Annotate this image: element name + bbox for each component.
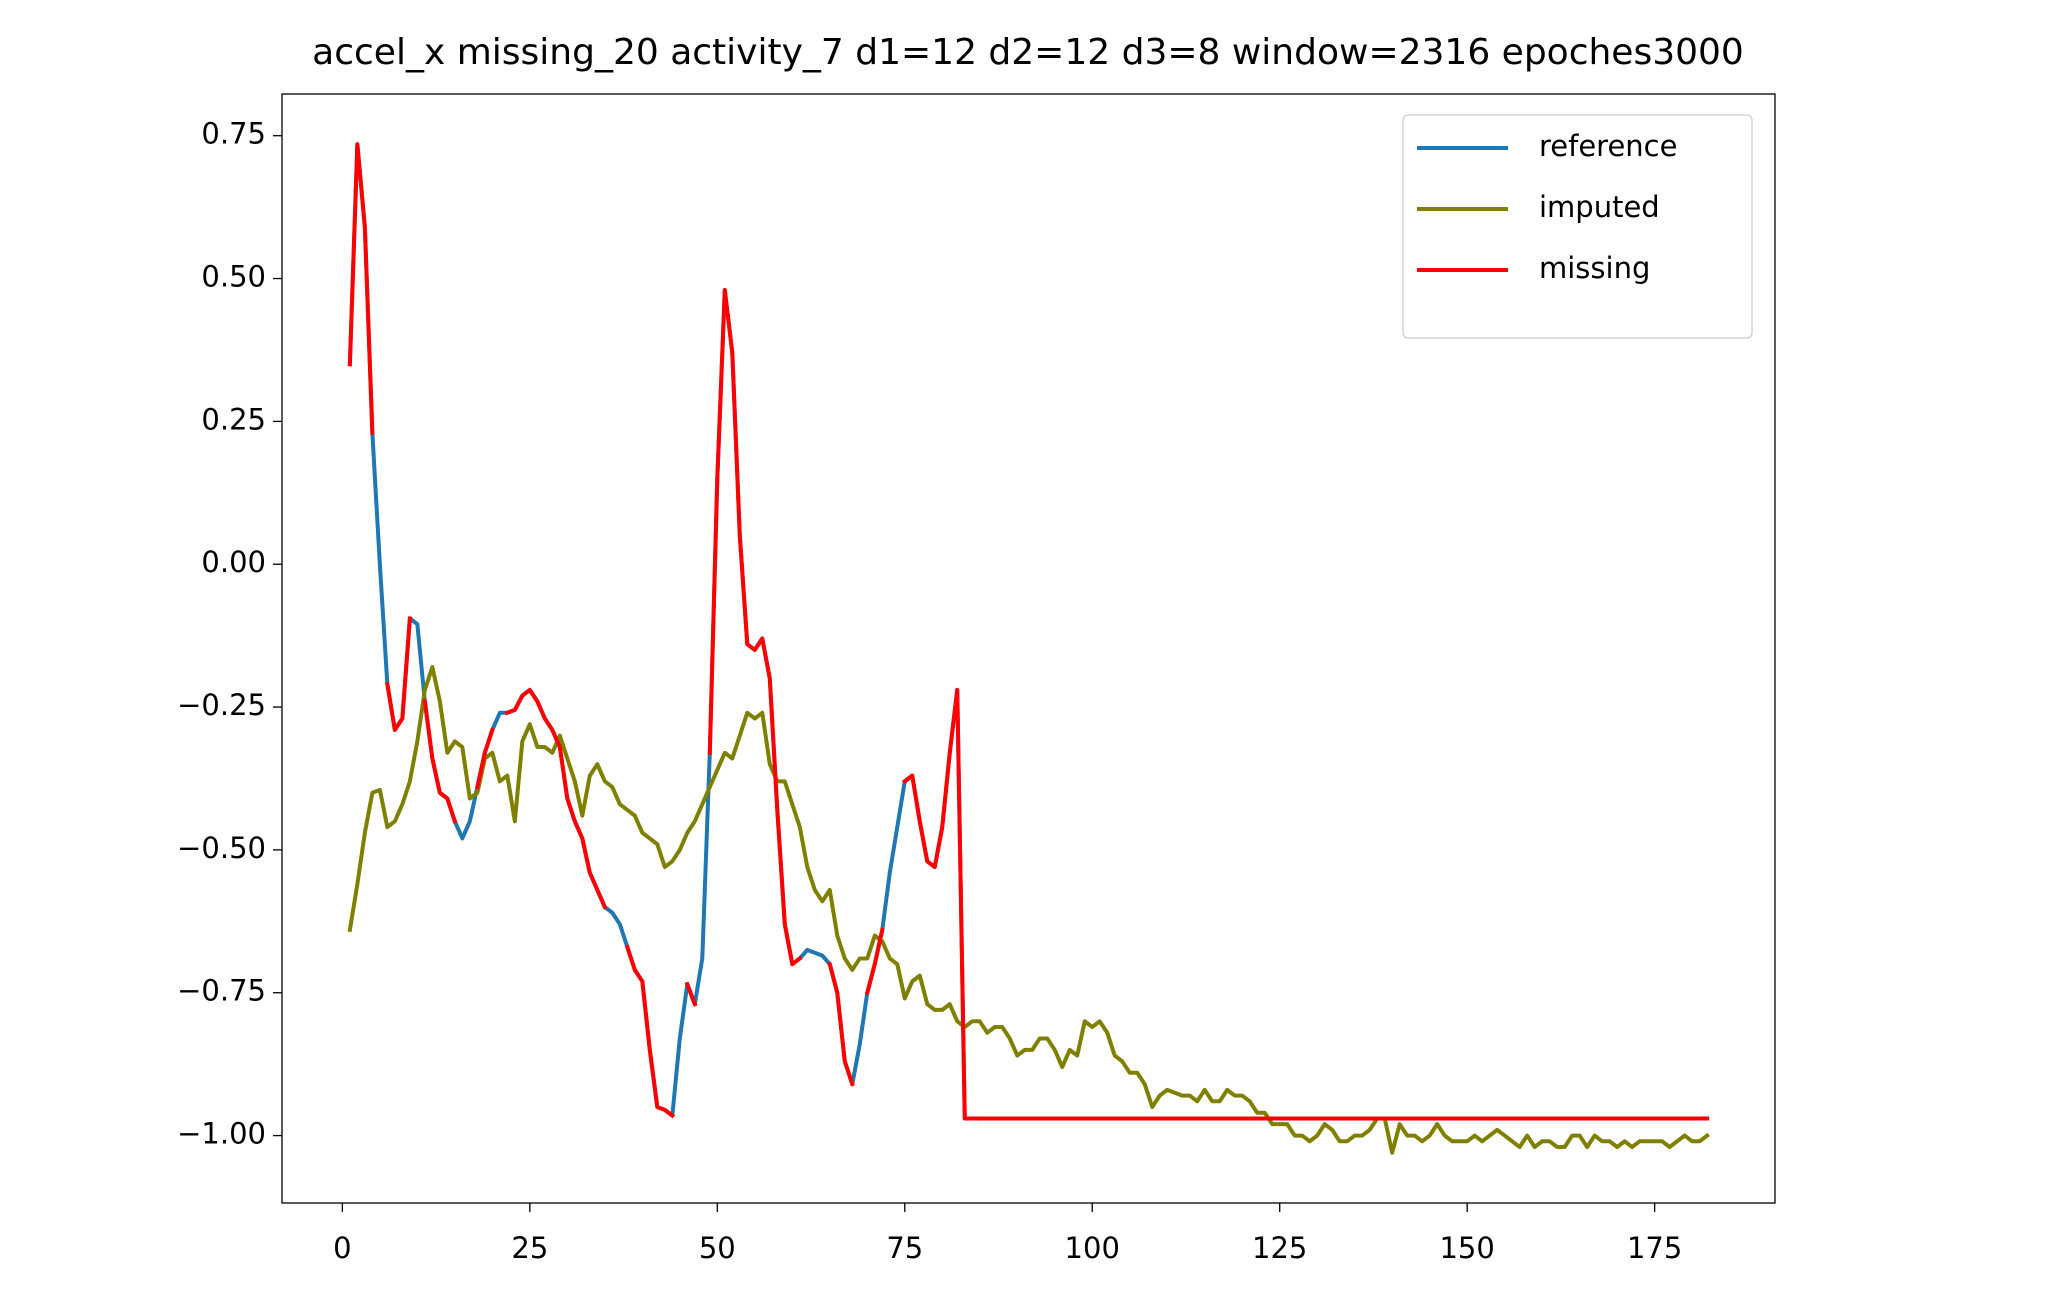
y-tick-label: −0.75	[177, 974, 266, 1008]
legend-box	[1402, 114, 1753, 339]
x-tick-label: 100	[1065, 1231, 1120, 1265]
y-tick-label: −1.00	[177, 1117, 266, 1151]
y-tick-label: 0.75	[201, 117, 266, 151]
series-line	[347, 665, 1710, 1155]
y-tick-label: −0.25	[177, 688, 266, 722]
x-tick-label: 50	[699, 1231, 736, 1265]
legend-label: reference	[1539, 129, 1677, 163]
x-tick-label: 150	[1439, 1231, 1494, 1265]
x-tick-label: 75	[886, 1231, 923, 1265]
legend-label: imputed	[1539, 190, 1660, 224]
y-tick-label: 0.25	[201, 402, 266, 436]
y-tick-label: 0.00	[201, 545, 266, 579]
x-tick-label: 25	[511, 1231, 548, 1265]
legend-label: missing	[1539, 251, 1650, 285]
y-tick-label: 0.50	[201, 260, 266, 294]
chart-title: accel_x missing_20 activity_7 d1=12 d2=1…	[312, 32, 1744, 73]
series-line	[347, 142, 1710, 1121]
x-tick-label: 175	[1627, 1231, 1682, 1265]
x-tick-label: 125	[1252, 1231, 1307, 1265]
x-tick-label: 0	[333, 1231, 351, 1265]
y-tick-label: −0.50	[177, 831, 266, 865]
axes-frame	[281, 93, 1776, 1204]
